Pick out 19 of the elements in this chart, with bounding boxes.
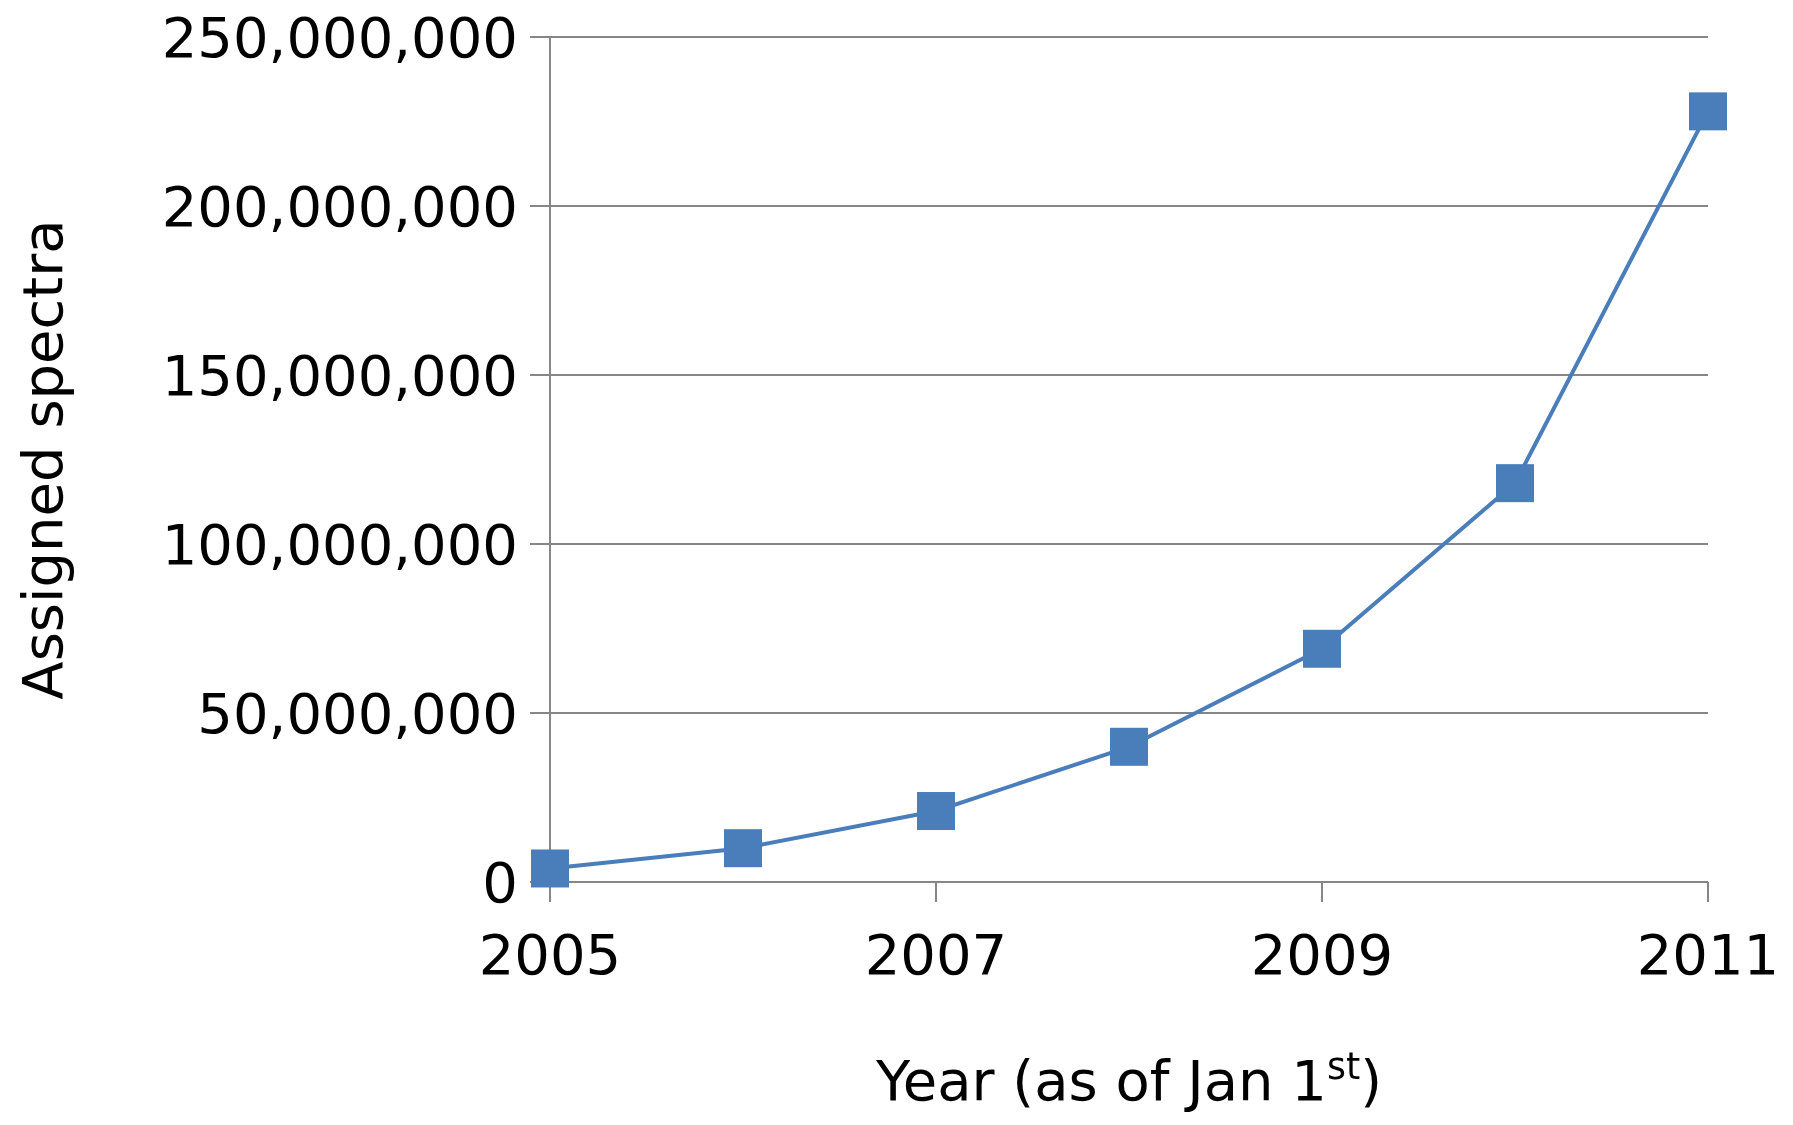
y-tick-label: 150,000,000 — [161, 343, 518, 409]
point — [1303, 629, 1341, 668]
point — [917, 792, 955, 831]
point — [531, 849, 569, 888]
y-tick-label: 0 — [482, 850, 518, 916]
x-axis-title: Year (as of Jan 1$^{st}$) — [874, 1044, 1383, 1113]
point — [1496, 464, 1534, 503]
y-tick-label: 250,000,000 — [161, 5, 518, 71]
x-tick-label: 2011 — [1636, 922, 1780, 987]
x-tick-label: 2009 — [1250, 922, 1394, 987]
x-tick-label: 2007 — [864, 922, 1008, 987]
y-tick-label: 200,000,000 — [161, 174, 518, 240]
x-tick-label: 2005 — [478, 922, 622, 987]
point — [1110, 727, 1148, 766]
y-axis-title: Assigned spectra — [10, 219, 75, 700]
y-tick-label: 50,000,000 — [197, 681, 518, 747]
y-tick-label: 100,000,000 — [161, 512, 518, 578]
point — [1689, 92, 1727, 131]
point — [724, 829, 762, 868]
